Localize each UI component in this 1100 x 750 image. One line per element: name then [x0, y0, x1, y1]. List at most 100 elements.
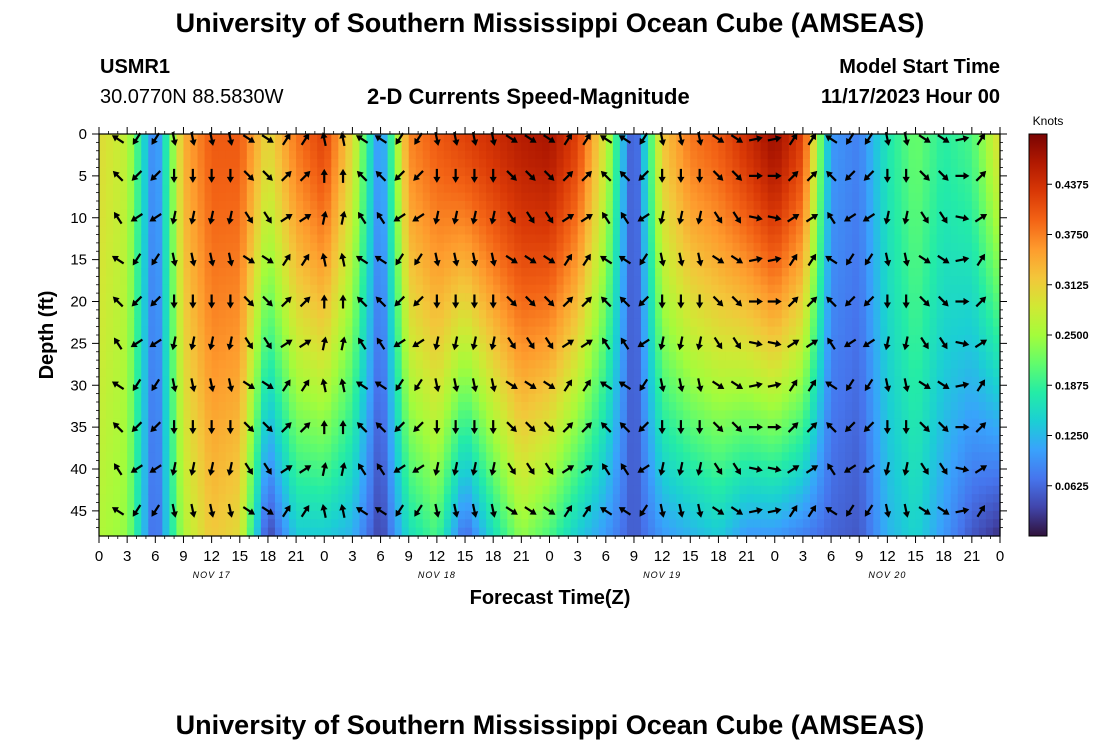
- heat-cell: [239, 510, 248, 520]
- heat-cell: [457, 184, 466, 194]
- heat-cell: [760, 142, 769, 152]
- heat-cell: [176, 477, 185, 487]
- heat-cell: [331, 209, 339, 219]
- heat-cell: [345, 527, 354, 537]
- heat-cell: [162, 167, 170, 177]
- heat-cell: [436, 368, 445, 378]
- heat-cell: [697, 309, 705, 319]
- heat-cell: [669, 326, 677, 336]
- heat-cell: [225, 393, 234, 403]
- heat-cell: [394, 343, 403, 353]
- heat-cell: [774, 510, 783, 520]
- heat-cell: [274, 469, 283, 478]
- heat-cell: [394, 410, 403, 420]
- heat-cell: [802, 351, 811, 361]
- heat-cell: [443, 259, 452, 269]
- heat-cell: [401, 427, 410, 437]
- heat-cell: [282, 201, 290, 210]
- heat-cell: [176, 494, 185, 504]
- heat-cell: [760, 234, 769, 244]
- heat-cell: [450, 335, 459, 344]
- heat-cell: [542, 326, 551, 336]
- heat-cell: [528, 368, 537, 378]
- heat-cell: [774, 360, 783, 370]
- heat-cell: [282, 326, 290, 336]
- heat-cell: [359, 159, 368, 169]
- heat-cell: [465, 343, 473, 353]
- heat-cell: [246, 259, 255, 269]
- heat-cell: [816, 134, 825, 143]
- heat-cell: [211, 209, 220, 219]
- heat-cell: [415, 393, 424, 403]
- heat-cell: [274, 410, 283, 420]
- heat-cell: [134, 293, 142, 303]
- heat-cell: [683, 242, 691, 252]
- heat-cell: [148, 485, 156, 495]
- heat-cell: [563, 351, 572, 361]
- heat-cell: [289, 376, 297, 386]
- heat-cell: [239, 477, 248, 487]
- heat-cell: [809, 309, 818, 319]
- heat-cell: [514, 293, 522, 303]
- heat-cell: [134, 460, 142, 470]
- heat-cell: [781, 410, 790, 420]
- heat-cell: [493, 309, 501, 319]
- heat-cell: [148, 284, 156, 294]
- heat-cell: [436, 251, 445, 261]
- heat-cell: [535, 309, 544, 319]
- heat-cell: [176, 242, 185, 252]
- heat-cell: [563, 519, 572, 529]
- heat-cell: [120, 376, 128, 386]
- heat-cell: [394, 142, 403, 152]
- heat-cell: [746, 443, 755, 453]
- heat-cell: [148, 234, 156, 244]
- heat-cell: [366, 301, 375, 311]
- heat-cell: [429, 184, 438, 194]
- heat-cell: [289, 435, 297, 445]
- heat-cell: [584, 209, 593, 219]
- heat-cell: [486, 376, 494, 386]
- heat-cell: [753, 234, 762, 244]
- heat-cell: [225, 385, 234, 395]
- heat-cell: [183, 259, 192, 269]
- heat-cell: [134, 343, 142, 353]
- heat-cell: [296, 142, 304, 152]
- heat-cell: [781, 318, 790, 328]
- heat-cell: [232, 477, 241, 487]
- heat-cell: [584, 477, 593, 487]
- heat-cell: [120, 368, 128, 378]
- heat-cell: [373, 527, 382, 537]
- heat-cell: [725, 510, 734, 520]
- heat-cell: [528, 443, 537, 453]
- heat-cell: [528, 460, 537, 470]
- heat-cell: [366, 393, 375, 403]
- heat-cell: [352, 376, 361, 386]
- heat-cell: [725, 209, 734, 219]
- heat-cell: [598, 351, 607, 361]
- heat-cell: [542, 502, 551, 512]
- heat-cell: [711, 519, 720, 529]
- heat-cell: [120, 142, 128, 152]
- heat-cell: [183, 142, 192, 152]
- heat-cell: [239, 150, 248, 160]
- heat-cell: [500, 326, 508, 336]
- heat-cell: [816, 284, 825, 294]
- heat-cell: [443, 284, 452, 294]
- heat-cell: [183, 293, 192, 303]
- heat-cell: [697, 276, 705, 286]
- heat-cell: [648, 150, 656, 160]
- heat-cell: [120, 175, 128, 185]
- heat-cell: [134, 226, 142, 236]
- heat-cell: [218, 393, 227, 403]
- heat-cell: [690, 175, 698, 185]
- heat-cell: [401, 485, 410, 495]
- heat-cell: [141, 284, 149, 294]
- heat-cell: [535, 150, 544, 160]
- heat-cell: [760, 385, 769, 395]
- heat-cell: [753, 259, 762, 269]
- heat-cell: [366, 502, 375, 512]
- heat-cell: [556, 284, 565, 294]
- heat-cell: [816, 335, 825, 344]
- heat-cell: [795, 301, 804, 311]
- heat-cell: [289, 309, 297, 319]
